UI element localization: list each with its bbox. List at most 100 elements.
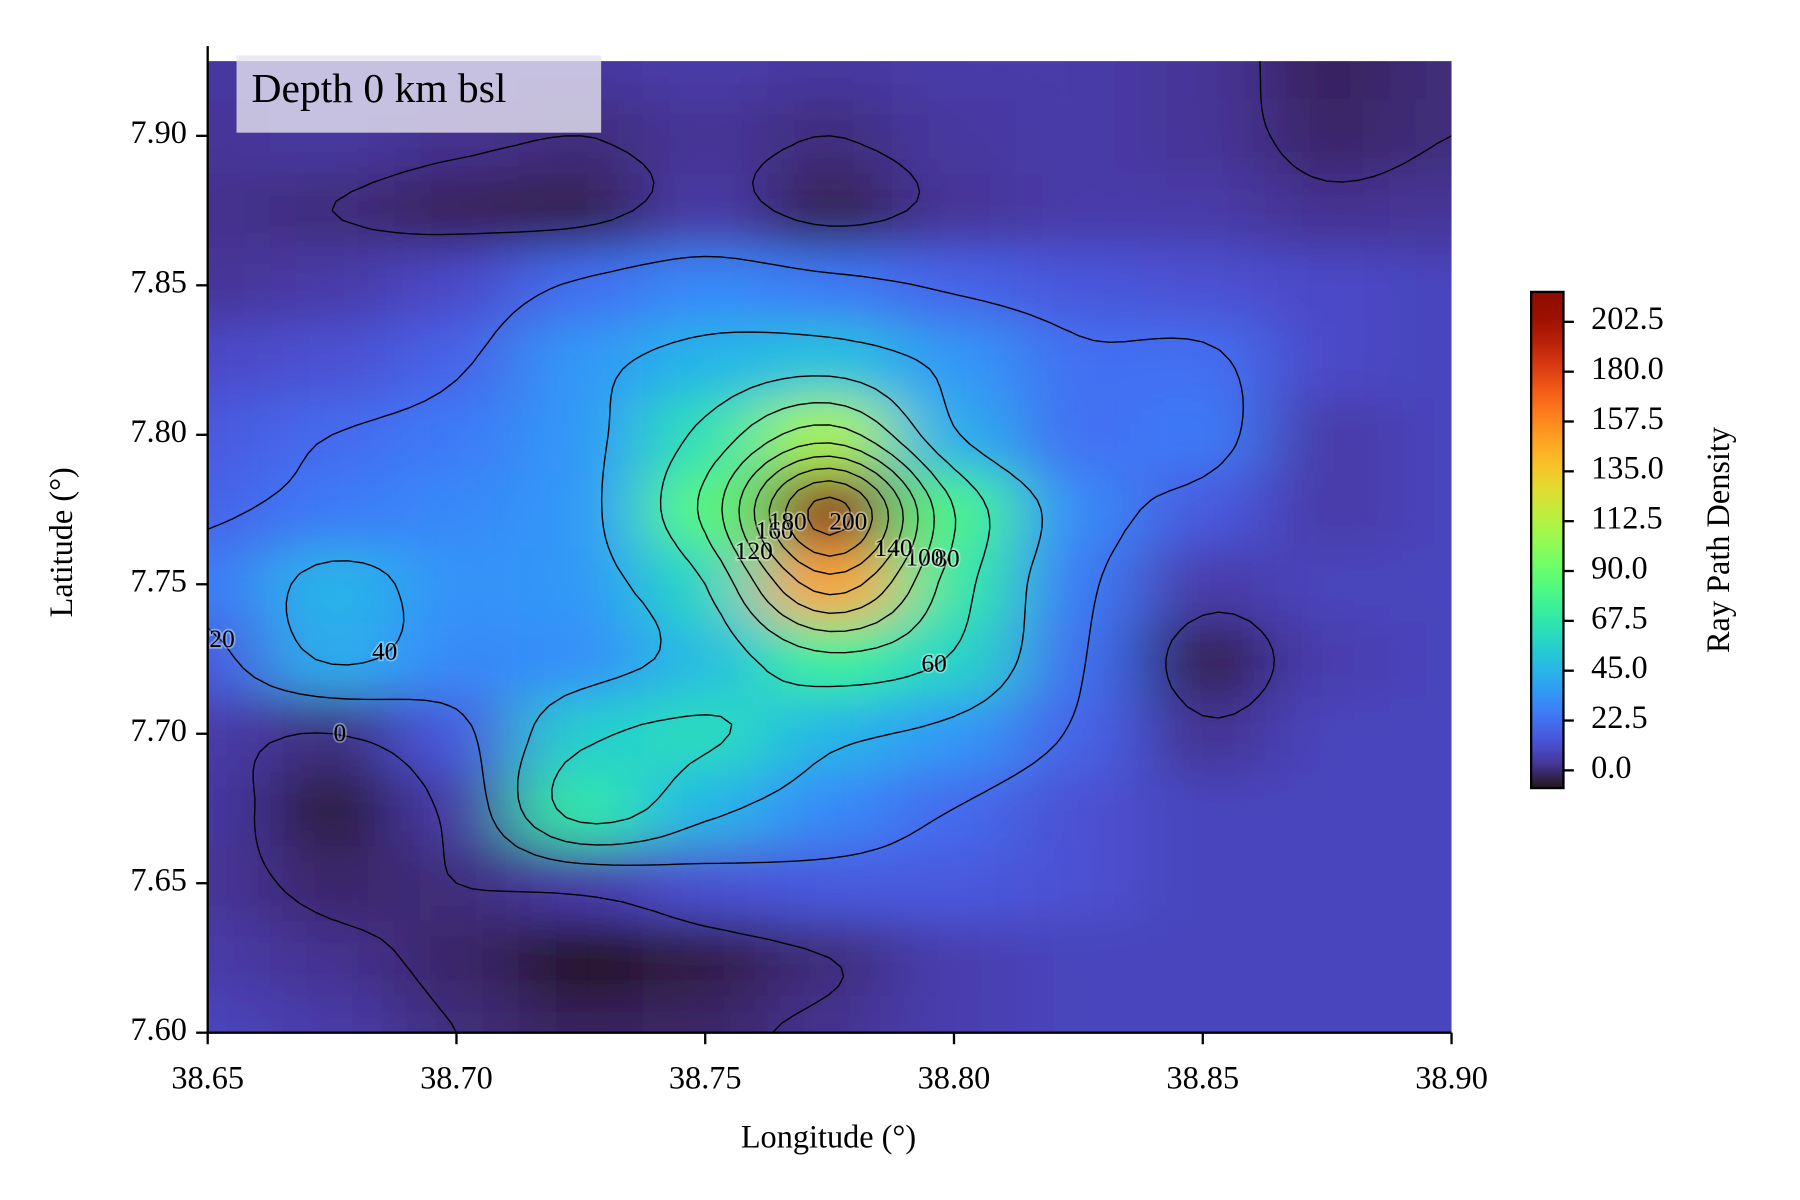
heat-cell (394, 173, 520, 249)
axes: 38.65 38.70 38.75 38.80 38.85 38.90 7.60 7.65 7.… (130, 46, 1664, 1096)
colorbar (1529, 290, 1565, 790)
x-tick-label: 38.85 (1166, 1060, 1239, 1096)
heat-cell (1016, 247, 1142, 324)
heat-cell (1140, 322, 1266, 398)
contour-label: 200 (829, 507, 867, 535)
heat-cell (1016, 771, 1142, 847)
x-tick-label: 38.80 (918, 1060, 991, 1096)
heat-cell (1264, 696, 1390, 772)
heat-cell (1389, 546, 1452, 623)
heat-cell (643, 397, 768, 473)
heat-cell (1016, 845, 1142, 922)
heat-cell (1264, 845, 1390, 922)
heat-cell (1389, 98, 1452, 174)
annotation: Depth 0 km bsl (252, 65, 507, 111)
contour-line (252, 61, 1452, 1033)
heat-cell (767, 621, 893, 697)
heat-cell (1264, 61, 1390, 100)
heat-cell (269, 771, 395, 847)
contour-line (285, 331, 1044, 846)
heat-cell (767, 61, 893, 100)
heat-cell (207, 696, 271, 772)
heat-cell (207, 173, 271, 249)
heat-cell (207, 995, 271, 1033)
heat-cell (1264, 621, 1390, 697)
contour-label: 120 (735, 537, 773, 565)
heat-cell (1389, 771, 1452, 847)
heat-cell (518, 322, 644, 398)
heat-cell (767, 696, 893, 772)
contour-line (551, 375, 991, 825)
heat-cell (394, 472, 520, 548)
x-tick-label: 38.70 (420, 1060, 493, 1096)
heat-cell (1140, 696, 1266, 772)
heat-cell (394, 247, 520, 324)
colorbar-tick-label: 67.5 (1591, 599, 1648, 635)
x-tick-label: 38.90 (1415, 1060, 1488, 1096)
heat-cell (394, 322, 520, 398)
heat-cell (269, 995, 395, 1033)
contour-line (696, 402, 957, 654)
colorbar-tick-label: 22.5 (1591, 699, 1648, 735)
heat-cell (891, 920, 1017, 996)
heat-cell (1389, 247, 1452, 324)
contour-label: 40 (372, 638, 397, 666)
y-tick-label: 7.85 (130, 264, 187, 300)
heat-cell (207, 845, 271, 922)
heat-cell (1264, 920, 1390, 996)
heat-cell (643, 173, 768, 249)
contour-line (207, 255, 1244, 866)
heat-cell (1016, 472, 1142, 548)
heat-cell (1264, 995, 1390, 1033)
heat-cell (1140, 472, 1266, 548)
heat-cell (891, 322, 1017, 398)
heat-cell (1016, 322, 1142, 398)
y-tick-label: 7.90 (130, 114, 187, 150)
y-tick-label: 7.70 (130, 712, 187, 748)
contour-label: 20 (209, 625, 234, 653)
heat-cell (518, 995, 644, 1033)
contour-label: 0 (334, 719, 347, 747)
heat-cell (1016, 397, 1142, 473)
heat-cell (207, 771, 271, 847)
heat-cell (1140, 771, 1266, 847)
contour-line (738, 442, 919, 614)
annotation-box (236, 55, 602, 133)
heat-cell (394, 397, 520, 473)
heat-cell (891, 621, 1017, 697)
heat-cell (518, 397, 644, 473)
heat-cell (1389, 621, 1452, 697)
colorbar-tick-label: 90.0 (1591, 549, 1648, 585)
heat-cell (643, 995, 768, 1033)
heat-cell (891, 397, 1017, 473)
heat-cell (1016, 173, 1142, 249)
heat-cell (1140, 995, 1266, 1033)
heat-cell (1264, 98, 1390, 174)
heat-cell (207, 472, 271, 548)
heat-cell (269, 546, 395, 623)
heat-cell (269, 247, 395, 324)
heat-cell (643, 696, 768, 772)
heat-cell (1140, 173, 1266, 249)
colorbar-tick-label: 112.5 (1591, 500, 1662, 536)
heat-cell (518, 546, 644, 623)
heat-cell (1016, 61, 1142, 100)
heat-cell (1389, 845, 1452, 922)
contour-label: 160 (756, 517, 794, 545)
heat-cell (643, 771, 768, 847)
x-tick-label: 38.65 (171, 1060, 244, 1096)
contour-line (768, 467, 890, 575)
heat-cell (643, 98, 768, 174)
heat-cell (207, 247, 271, 324)
heat-cell (767, 173, 893, 249)
heat-cell (269, 845, 395, 922)
heat-cell (1016, 920, 1142, 996)
y-tick-label: 7.65 (130, 862, 187, 898)
heat-cell (518, 845, 644, 922)
y-tick-label: 7.60 (130, 1011, 187, 1047)
heat-cell (891, 696, 1017, 772)
heat-cell (518, 621, 644, 697)
